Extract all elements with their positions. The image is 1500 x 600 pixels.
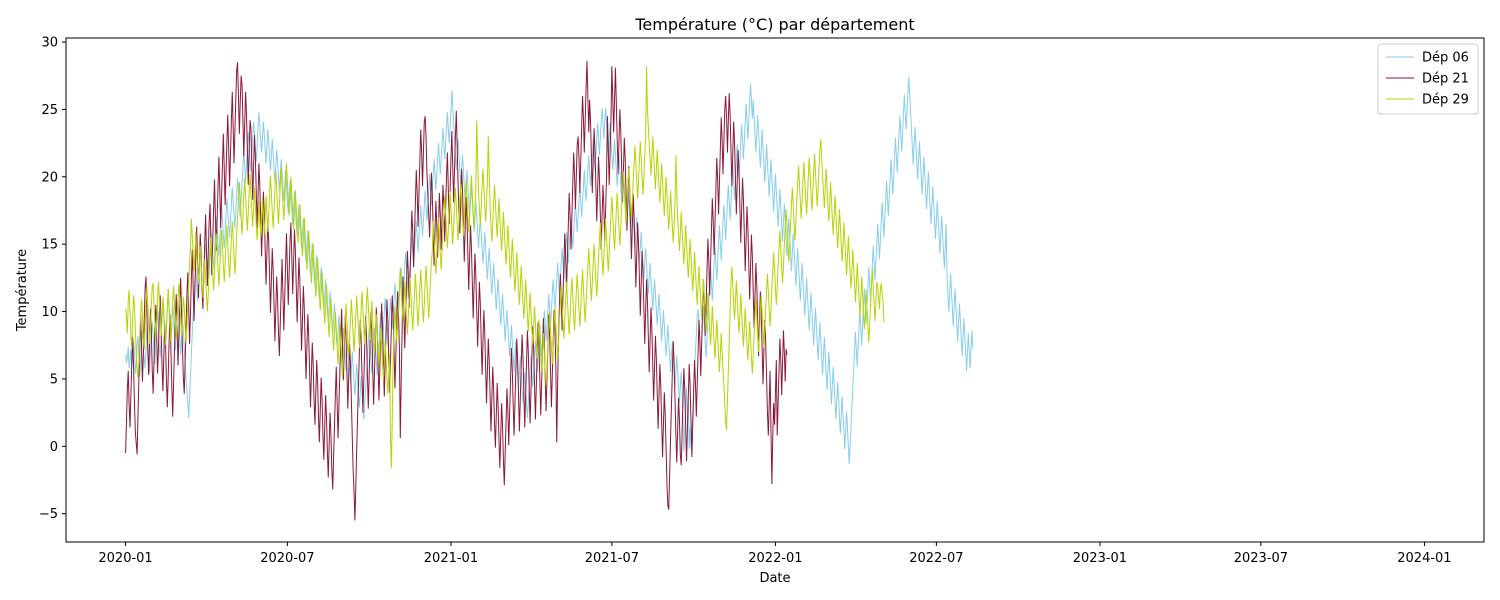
y-axis: −5 0 5 10 15 20 25 30 [39, 36, 66, 522]
x-tick-label: 2023-01 [1073, 551, 1127, 566]
legend-label: Dép 21 [1422, 72, 1469, 87]
y-tick-label: 25 [41, 103, 58, 118]
legend-label: Dép 29 [1422, 93, 1469, 108]
y-tick-label: 15 [41, 238, 58, 253]
legend-box [1377, 43, 1479, 115]
x-axis: 2020-01 2020-07 2021-01 2021-07 2022-01 2022-… [98, 542, 1452, 566]
x-tick-label: 2022-07 [909, 551, 963, 566]
y-tick-label: 30 [41, 36, 58, 51]
x-tick-label: 2021-07 [585, 551, 639, 566]
legend: Dép 06 Dép 21 Dép 29 [1377, 43, 1479, 115]
y-tick-label: 20 [41, 170, 58, 185]
series-layer [125, 60, 974, 521]
legend-label: Dép 06 [1422, 51, 1469, 66]
x-tick-label: 2022-01 [748, 551, 802, 566]
y-tick-label: 5 [50, 372, 58, 387]
series-line-2 [125, 60, 788, 521]
x-tick-label: 2020-07 [260, 551, 314, 566]
x-tick-label: 2023-07 [1234, 551, 1288, 566]
x-tick-label: 2020-01 [98, 551, 152, 566]
y-tick-label: −5 [39, 507, 58, 522]
x-tick-label: 2021-01 [424, 551, 478, 566]
y-tick-label: 10 [41, 305, 58, 320]
series-line-1 [125, 77, 974, 464]
y-axis-title: Température [15, 249, 30, 332]
series-line-3 [125, 66, 885, 468]
x-tick-label: 2024-01 [1397, 551, 1451, 566]
chart-title: Température (°C) par département [634, 15, 914, 34]
y-tick-label: 0 [50, 440, 58, 455]
x-axis-title: Date [759, 571, 790, 586]
